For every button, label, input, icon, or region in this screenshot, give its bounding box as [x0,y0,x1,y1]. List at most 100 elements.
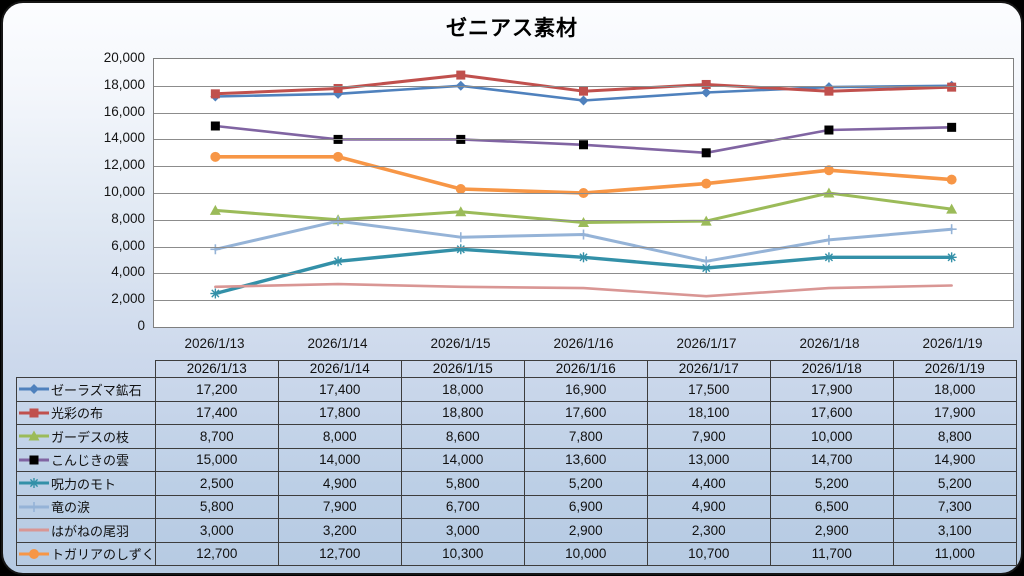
table-value-cell: 12,700 [154,541,279,566]
table-value-cell: 14,000 [277,447,402,472]
table-row: ガーデスの枝 8,700 8,000 8,600 7,800 7,900 10,000 8,8… [16,424,1017,449]
circle-marker-icon [333,151,344,162]
table-value-cell: 17,800 [277,400,402,425]
triangle-marker-icon [578,216,589,227]
plot-area [153,58,1014,328]
table-value-cell: 17,900 [892,400,1017,425]
gridline [154,85,1013,87]
triangle-marker-icon [823,187,835,198]
square-marker-icon [701,148,711,158]
gridline [154,139,1013,141]
diamond-marker-icon [29,384,39,395]
table-value-cell: 17,900 [769,377,894,402]
legend-key-icon [19,408,49,418]
table-value-cell: 2,900 [769,518,894,543]
table-value-cell: 4,900 [646,494,771,519]
circle-marker-icon [946,174,957,185]
table-value-cell: 10,700 [646,541,771,566]
table-value-cell: 18,100 [646,400,771,425]
y-axis-label: 2,000 [111,291,145,307]
series-name: 呪力のモト [51,476,117,492]
table-value-cell: 7,300 [892,494,1017,519]
table-value-cell: 3,200 [277,518,402,543]
table-value-cell: 7,900 [646,424,771,449]
table-value-cell: 10,000 [523,541,648,566]
series-line [213,155,954,195]
table-value-cell: 14,000 [400,447,525,472]
table-value-cell: 7,900 [277,494,402,519]
x-axis-label: 2026/1/18 [799,336,860,351]
table-value-cell: 8,000 [277,424,402,449]
y-axis-label: 8,000 [111,210,145,226]
y-axis-label: 16,000 [103,103,145,119]
diamond-marker-icon [701,87,712,98]
table-value-cell: 16,900 [523,377,648,402]
series-name: こんじきの雲 [51,453,130,469]
series-name: はがねの尾羽 [51,523,130,539]
table-header-cell: 2026/1/19 [892,360,1017,378]
table-value-cell: 3,000 [400,518,525,543]
circle-marker-icon [29,548,39,559]
table-value-cell: 14,900 [892,447,1017,472]
table-header-cell: 2026/1/18 [769,360,894,378]
table-value-cell: 17,400 [154,400,279,425]
table-value-cell: 8,700 [154,424,279,449]
legend-key-icon [19,455,49,465]
data-table: 2026/1/13 2026/1/14 2026/1/15 2026/1/16 2026… [16,360,1017,566]
table-header-cell: 2026/1/16 [523,360,648,378]
table-value-cell: 2,300 [646,518,771,543]
gridline [154,273,1013,275]
series-label-cell: 光彩の布 [16,400,156,425]
triangle-marker-icon [455,206,467,217]
y-axis-label: 14,000 [103,130,145,146]
chart-title: ゼニアス素材 [446,17,578,40]
series-label-cell: こんじきの雲 [16,447,156,472]
table-row: 呪力のモト 2,500 4,900 5,800 5,200 4,400 5,200 5,200 [16,471,1017,496]
asterisk-marker-icon [947,253,956,262]
square-marker-icon [579,86,588,96]
series-label-cell: ゼーラズマ鉱石 [16,377,156,402]
table-value-cell: 17,500 [646,377,771,402]
table-value-cell: 13,600 [523,447,648,472]
asterisk-marker-icon [702,263,711,273]
legend-key-icon [19,384,49,395]
table-value-cell: 5,800 [154,494,279,519]
table-header-cell: 2026/1/13 [154,360,279,378]
square-marker-icon [210,121,220,131]
y-axis-label: 6,000 [111,237,145,253]
series-name: トガリアのしずく [51,547,155,563]
table-value-cell: 4,900 [277,471,402,496]
gridline [154,300,1013,302]
legend-key-icon [19,528,49,532]
table-value-cell: 18,000 [892,377,1017,402]
table-header-row: 2026/1/13 2026/1/14 2026/1/15 2026/1/16 2026… [17,360,1017,378]
table-value-cell: 17,600 [769,400,894,425]
table-value-cell: 18,800 [400,400,525,425]
table-value-cell: 5,200 [769,471,894,496]
series-label-cell: 呪力のモト [16,471,156,496]
table-value-cell: 7,800 [523,424,648,449]
table-value-cell: 5,800 [400,471,525,496]
table-value-cell: 2,500 [154,471,279,496]
table-value-cell: 17,200 [154,377,279,402]
table-value-cell: 5,200 [523,471,648,496]
table-value-cell: 6,500 [769,494,894,519]
table-header-cell: 2026/1/15 [400,360,525,378]
table-value-cell: 10,300 [400,541,525,566]
square-marker-icon [210,89,220,99]
square-marker-icon [579,140,588,150]
table-value-cell: 11,000 [892,541,1017,566]
y-axis-label: 20,000 [103,50,145,65]
asterisk-marker-icon [579,253,588,262]
asterisk-marker-icon [333,257,343,266]
square-marker-icon [29,455,39,465]
square-marker-icon [824,86,834,96]
x-axis-label: 2026/1/14 [307,336,368,351]
table-row: 竜の涙 5,800 7,900 6,700 6,900 4,900 6,500 7,300 [16,494,1017,519]
square-marker-icon [947,122,957,132]
gridline [154,246,1013,248]
circle-marker-icon [210,151,221,162]
square-marker-icon [29,408,39,418]
table-value-cell: 6,700 [400,494,525,519]
